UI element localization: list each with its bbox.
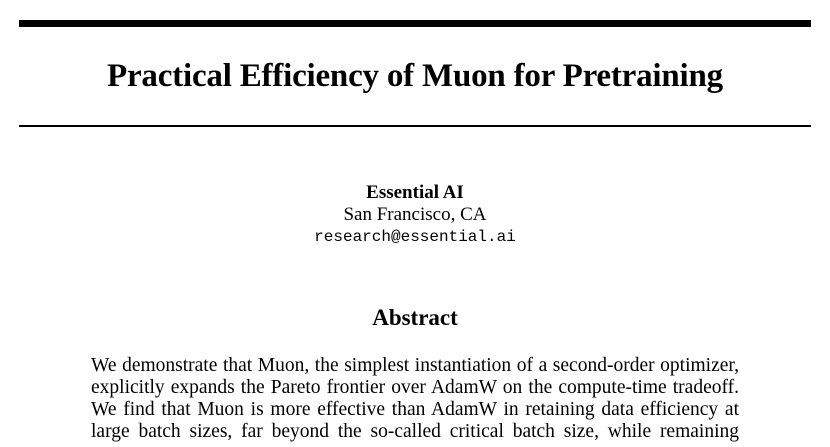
author-name: Essential AI (366, 182, 464, 203)
abstract-line: explicitly expands the Pareto frontier o… (91, 377, 739, 398)
top-rule (19, 20, 811, 27)
author-email: research@essential.ai (314, 228, 516, 246)
abstract-line: We demonstrate that Muon, the simplest i… (91, 355, 739, 376)
title-bottom-rule (19, 125, 811, 127)
paper-title: Practical Efficiency of Muon for Pretrai… (107, 58, 723, 94)
abstract-line: large batch sizes, far beyond the so-cal… (91, 421, 739, 442)
abstract-line: We find that Muon is more effective than… (91, 399, 739, 420)
author-location: San Francisco, CA (343, 204, 487, 225)
abstract-body: We demonstrate that Muon, the simplest i… (91, 355, 739, 443)
author-block: Essential AI San Francisco, CA research@… (0, 182, 830, 249)
abstract-heading: Abstract (372, 305, 458, 330)
